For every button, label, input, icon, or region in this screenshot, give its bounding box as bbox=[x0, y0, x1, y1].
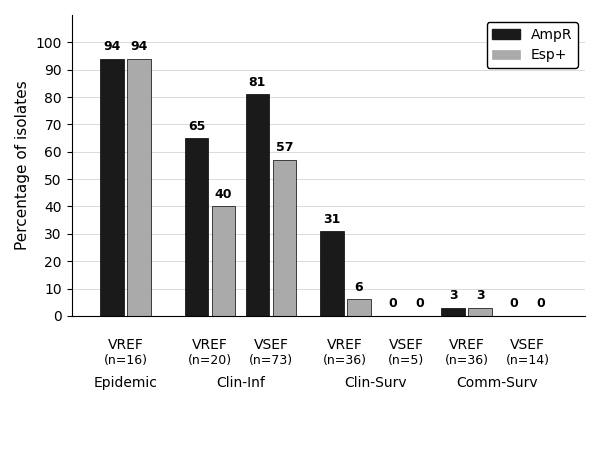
Text: VREF: VREF bbox=[192, 338, 228, 352]
Text: VREF: VREF bbox=[327, 338, 363, 352]
Text: VSEF: VSEF bbox=[510, 338, 545, 352]
Bar bbox=[347, 299, 371, 316]
Text: (n=20): (n=20) bbox=[188, 354, 232, 367]
Text: Epidemic: Epidemic bbox=[94, 376, 158, 390]
Text: 94: 94 bbox=[103, 40, 121, 53]
Text: Clin-Inf: Clin-Inf bbox=[216, 376, 265, 390]
Bar bbox=[127, 59, 151, 316]
Bar bbox=[442, 308, 465, 316]
Text: 0: 0 bbox=[537, 297, 545, 310]
Text: 0: 0 bbox=[510, 297, 518, 310]
Text: 40: 40 bbox=[215, 188, 232, 201]
Text: 6: 6 bbox=[355, 281, 363, 294]
Text: 0: 0 bbox=[388, 297, 397, 310]
Text: (n=73): (n=73) bbox=[249, 354, 293, 367]
Text: (n=16): (n=16) bbox=[104, 354, 148, 367]
Text: Clin-Surv: Clin-Surv bbox=[344, 376, 407, 390]
Text: (n=14): (n=14) bbox=[506, 354, 550, 367]
Y-axis label: Percentage of isolates: Percentage of isolates bbox=[15, 81, 30, 250]
Text: 57: 57 bbox=[275, 142, 293, 154]
Bar bbox=[185, 138, 208, 316]
Text: VREF: VREF bbox=[449, 338, 485, 352]
Bar bbox=[469, 308, 492, 316]
Text: 3: 3 bbox=[449, 289, 458, 302]
Bar bbox=[245, 95, 269, 316]
Text: VSEF: VSEF bbox=[389, 338, 424, 352]
Text: (n=36): (n=36) bbox=[323, 354, 367, 367]
Text: VREF: VREF bbox=[108, 338, 143, 352]
Text: 81: 81 bbox=[249, 76, 266, 89]
Text: Comm-Surv: Comm-Surv bbox=[457, 376, 538, 390]
Bar bbox=[212, 207, 235, 316]
Bar bbox=[100, 59, 124, 316]
Legend: AmpR, Esp+: AmpR, Esp+ bbox=[487, 22, 578, 68]
Text: (n=36): (n=36) bbox=[445, 354, 489, 367]
Text: 3: 3 bbox=[476, 289, 485, 302]
Bar bbox=[272, 160, 296, 316]
Text: (n=5): (n=5) bbox=[388, 354, 424, 367]
Text: 65: 65 bbox=[188, 120, 205, 133]
Text: 0: 0 bbox=[415, 297, 424, 310]
Bar bbox=[320, 231, 344, 316]
Text: 94: 94 bbox=[131, 40, 148, 53]
Text: 31: 31 bbox=[323, 213, 340, 226]
Text: VSEF: VSEF bbox=[253, 338, 289, 352]
